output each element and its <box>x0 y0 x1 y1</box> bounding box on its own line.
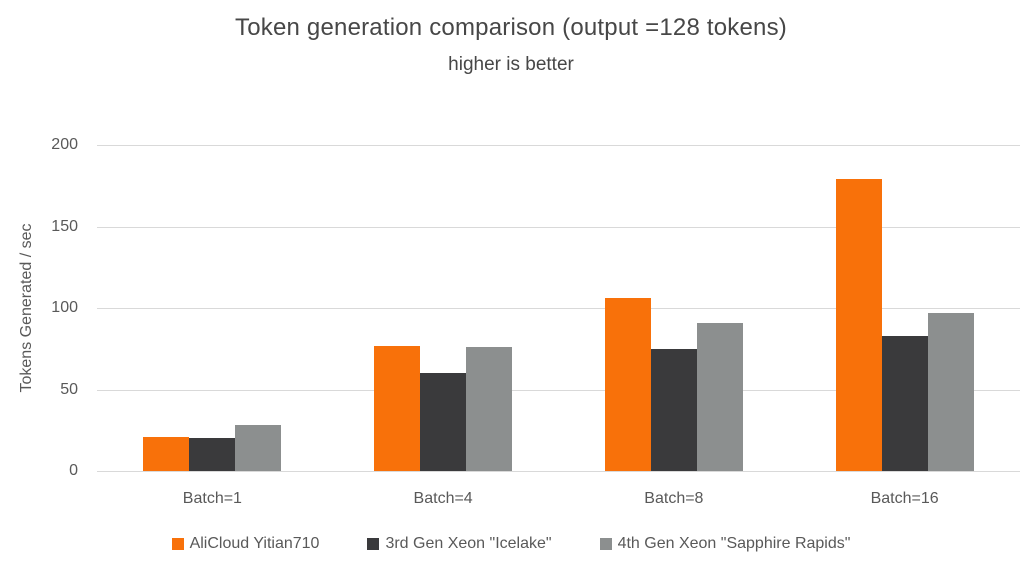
legend-item-0: AliCloud Yitian710 <box>171 535 320 553</box>
bar-series-2-batch-1 <box>235 425 282 471</box>
y-tick-label-150: 150 <box>51 217 78 235</box>
y-tick-label-0: 0 <box>69 462 78 479</box>
gridline-y-100 <box>97 308 1020 309</box>
legend-swatch-icon <box>599 538 612 550</box>
chart-subtitle: higher is better <box>448 54 574 75</box>
x-category-label-4: Batch=16 <box>870 490 939 507</box>
bar-series-2-batch-8 <box>696 322 743 471</box>
bar-series-1-batch-1 <box>189 438 236 471</box>
bar-series-0-batch-4 <box>374 345 421 471</box>
legend-swatch-icon <box>367 538 380 550</box>
chart-title: Token generation comparison (output =128… <box>235 14 787 41</box>
bar-series-1-batch-8 <box>650 348 697 471</box>
bar-series-1-batch-16 <box>881 335 928 471</box>
bar-series-2-batch-4 <box>466 347 513 471</box>
y-tick-label-200: 200 <box>51 136 78 153</box>
x-category-label-2: Batch=4 <box>413 490 473 507</box>
bar-series-0-batch-16 <box>835 179 882 471</box>
gridline-y-150 <box>97 226 1020 228</box>
x-axis-category-labels: Batch=1 Batch=4 Batch=8 Batch=16 <box>97 490 1020 508</box>
legend-swatch-icon <box>171 538 184 550</box>
bar-series-0-batch-8 <box>604 298 651 471</box>
bar-series-1-batch-4 <box>420 373 467 471</box>
bar-group-batch-8 <box>559 145 790 471</box>
legend-label-0: AliCloud Yitian710 <box>189 535 320 552</box>
gridline-y-200 <box>97 145 1020 146</box>
legend-item-1: 3rd Gen Xeon "Icelake" <box>367 535 552 553</box>
legend-item-2: 4th Gen Xeon "Sapphire Rapids" <box>599 535 851 553</box>
gridline-y-0 <box>97 471 1020 472</box>
plot-area <box>97 145 1020 472</box>
bar-series-2-batch-16 <box>927 312 974 471</box>
y-axis-title: Tokens Generated / sec <box>18 223 35 393</box>
gridline-y-50 <box>97 389 1020 391</box>
bar-group-batch-1 <box>97 145 328 471</box>
x-category-label-1: Batch=1 <box>182 490 242 507</box>
y-tick-label-50: 50 <box>60 380 78 398</box>
legend-label-1: 3rd Gen Xeon "Icelake" <box>385 535 552 552</box>
x-category-label-3: Batch=8 <box>644 490 704 507</box>
bar-group-batch-4 <box>328 145 559 471</box>
bar-group-batch-16 <box>789 145 1020 471</box>
legend-label-2: 4th Gen Xeon "Sapphire Rapids" <box>617 535 851 552</box>
bar-series-0-batch-1 <box>143 436 190 471</box>
y-tick-label-100: 100 <box>51 299 78 316</box>
legend: AliCloud Yitian710 3rd Gen Xeon "Icelake"… <box>0 535 1022 553</box>
